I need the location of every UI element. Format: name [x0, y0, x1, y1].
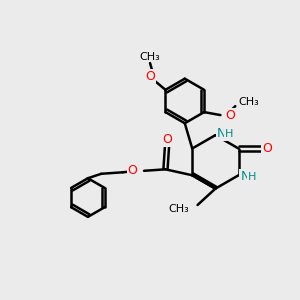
Text: O: O: [262, 142, 272, 155]
Text: H: H: [225, 129, 233, 139]
Text: O: O: [162, 133, 172, 146]
Text: O: O: [145, 70, 155, 83]
Text: O: O: [128, 164, 137, 177]
Text: H: H: [248, 172, 257, 182]
Text: CH₃: CH₃: [140, 52, 160, 61]
Text: CH₃: CH₃: [238, 97, 259, 107]
Text: N: N: [240, 170, 250, 183]
Text: O: O: [225, 109, 235, 122]
Text: CH₃: CH₃: [169, 204, 189, 214]
Text: N: N: [217, 127, 226, 140]
